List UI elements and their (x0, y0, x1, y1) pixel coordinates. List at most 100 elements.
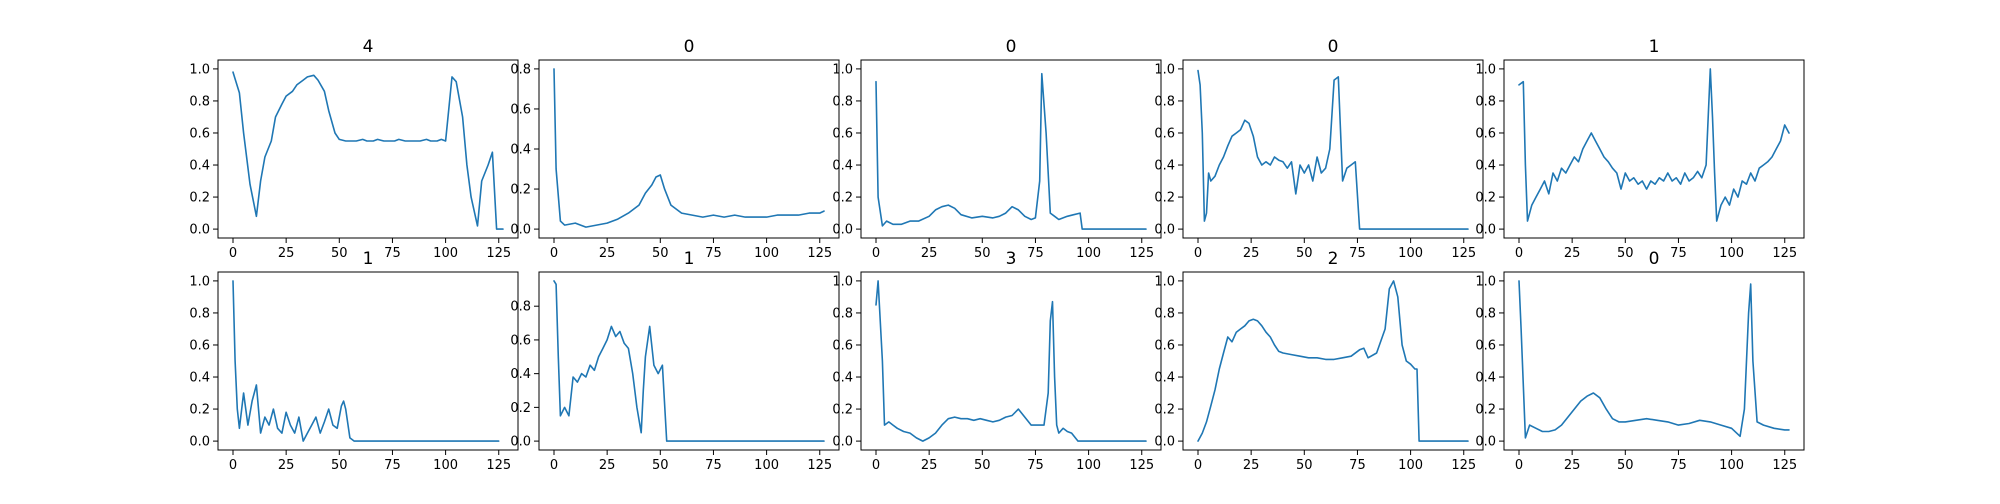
y-tick-label: 0.2 (510, 183, 531, 198)
y-tick-label: 1.0 (1475, 274, 1496, 289)
x-tick-label: 100 (754, 458, 779, 473)
y-tick-label: 0.4 (1475, 371, 1496, 386)
x-tick-label: 0 (550, 246, 558, 261)
x-tick-label: 25 (921, 246, 938, 261)
x-tick-label: 75 (705, 246, 722, 261)
y-tick-label: 0.2 (1475, 191, 1496, 206)
y-tick-label: 0.0 (832, 223, 853, 238)
y-tick-label: 0.0 (189, 435, 210, 450)
x-tick-label: 125 (486, 458, 511, 473)
x-tick-label: 125 (807, 458, 832, 473)
x-tick-label: 75 (384, 458, 401, 473)
x-tick-label: 25 (278, 458, 295, 473)
x-tick-label: 125 (1772, 246, 1797, 261)
y-tick-label: 1.0 (1154, 62, 1175, 77)
y-tick-label: 0.6 (832, 338, 853, 353)
y-tick-label: 0.6 (1475, 126, 1496, 141)
y-tick-label: 1.0 (189, 274, 210, 289)
x-tick-label: 0 (1515, 458, 1523, 473)
axes-frame (1503, 271, 1805, 451)
y-tick-label: 0.8 (510, 62, 531, 77)
x-tick-label: 125 (1451, 458, 1476, 473)
y-tick-label: 0.0 (1475, 223, 1496, 238)
x-tick-label: 100 (1076, 458, 1101, 473)
x-tick-label: 0 (872, 458, 880, 473)
y-tick-label: 0.0 (1154, 435, 1175, 450)
x-tick-label: 100 (1719, 246, 1744, 261)
y-tick-label: 0.4 (189, 159, 210, 174)
x-tick-label: 75 (1027, 246, 1044, 261)
subplot-title: 1 (684, 249, 695, 269)
x-tick-label: 75 (1349, 458, 1366, 473)
subplot-title: 0 (684, 37, 695, 57)
series-line (1197, 280, 1469, 442)
subplot-6: 1 0 25 50 75 100 125 0.0 0.2 0.4 0.6 0.8 1.0 (189, 249, 519, 473)
series-line (232, 280, 500, 442)
x-tick-label: 25 (1243, 246, 1260, 261)
y-tick-label: 0.6 (1154, 126, 1175, 141)
y-tick-label: 0.2 (189, 191, 210, 206)
x-tick-label: 100 (433, 246, 458, 261)
subplot-title: 1 (1649, 37, 1660, 57)
y-tick-label: 0.0 (510, 435, 531, 450)
y-tick-label: 0.4 (1475, 159, 1496, 174)
y-tick-label: 0.8 (1475, 306, 1496, 321)
x-tick-label: 50 (974, 246, 991, 261)
x-tick-label: 0 (229, 458, 237, 473)
y-tick-label: 1.0 (1154, 274, 1175, 289)
x-tick-label: 50 (1296, 458, 1313, 473)
subplot-9: 2 0 25 50 75 100 125 0.0 0.2 0.4 0.6 0.8 1.0 (1154, 249, 1484, 473)
subplot-title: 0 (1006, 37, 1017, 57)
y-tick-label: 0.4 (189, 371, 210, 386)
x-tick-label: 125 (1129, 458, 1154, 473)
x-tick-label: 50 (652, 458, 669, 473)
x-tick-label: 0 (229, 246, 237, 261)
x-tick-label: 100 (1398, 246, 1423, 261)
y-tick-label: 1.0 (832, 62, 853, 77)
x-tick-label: 25 (1564, 458, 1581, 473)
axes-frame (217, 271, 519, 451)
x-tick-label: 0 (1194, 458, 1202, 473)
x-tick-label: 100 (1719, 458, 1744, 473)
subplot-title: 3 (1006, 249, 1017, 269)
y-tick-label: 0.6 (1154, 338, 1175, 353)
x-tick-label: 75 (705, 458, 722, 473)
series-line (875, 280, 1147, 442)
y-tick-label: 0.2 (832, 191, 853, 206)
y-tick-label: 0.2 (1154, 191, 1175, 206)
x-tick-label: 50 (974, 458, 991, 473)
x-tick-label: 25 (599, 458, 616, 473)
subplot-8: 3 0 25 50 75 100 125 0.0 0.2 0.4 0.6 0.8 1.0 (832, 249, 1162, 473)
x-tick-label: 0 (1515, 246, 1523, 261)
y-tick-label: 0.2 (1154, 403, 1175, 418)
subplot-4: 0 0 25 50 75 100 125 0.0 0.2 0.4 0.6 0.8 1.0 (1154, 37, 1484, 261)
x-tick-label: 75 (1670, 246, 1687, 261)
axes-frame (1503, 59, 1805, 239)
y-tick-label: 0.2 (189, 403, 210, 418)
subplot-7: 1 0 25 50 75 100 125 0.0 0.2 0.4 0.6 0.8 (510, 249, 840, 473)
x-tick-label: 50 (1617, 246, 1634, 261)
subplot-1: 4 0 25 50 75 100 125 0.0 0.2 0.4 0.6 0.8 1.0 (189, 37, 519, 261)
axes-frame (860, 59, 1162, 239)
y-tick-label: 0.0 (189, 223, 210, 238)
axes-frame (538, 59, 840, 239)
axes-frame (1182, 271, 1484, 451)
series-line (553, 68, 825, 228)
subplot-2: 0 0 25 50 75 100 125 0.0 0.2 0.4 0.6 0.8 (510, 37, 840, 261)
subplot-title: 0 (1649, 249, 1660, 269)
y-tick-label: 0.4 (510, 367, 531, 382)
subplot-title: 0 (1328, 37, 1339, 57)
x-tick-label: 100 (433, 458, 458, 473)
x-tick-label: 0 (872, 246, 880, 261)
x-tick-label: 50 (1617, 458, 1634, 473)
y-tick-label: 0.6 (832, 126, 853, 141)
axes-frame (860, 271, 1162, 451)
y-tick-label: 0.4 (1154, 159, 1175, 174)
x-tick-label: 75 (1027, 458, 1044, 473)
axes-frame (538, 271, 840, 451)
series-line (1518, 280, 1790, 439)
x-tick-label: 50 (1296, 246, 1313, 261)
x-tick-label: 0 (1194, 246, 1202, 261)
